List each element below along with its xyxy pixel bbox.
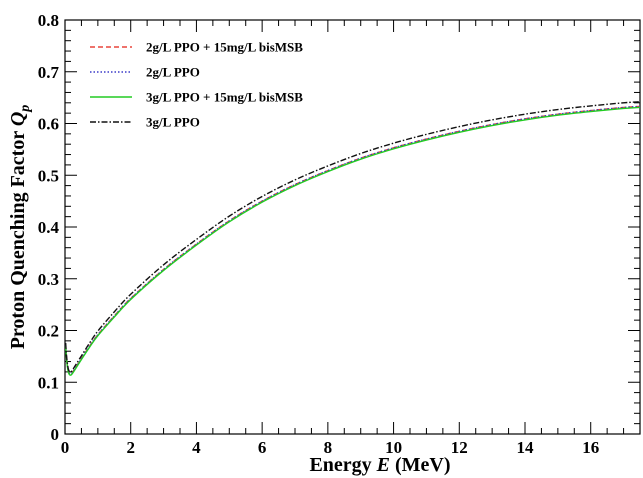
y-axis-variable: Q — [7, 112, 29, 126]
plot-frame — [64, 19, 641, 435]
legend: 2g/L PPO + 15mg/L bisMSB 2g/L PPO 3g/L PPO… — [90, 40, 303, 130]
x-tick-label: 6 — [258, 438, 267, 457]
x-tick-label: 0 — [61, 438, 70, 457]
x-tick-label: 12 — [451, 438, 468, 457]
legend-label-3: 3g/L PPO + 15mg/L bisMSB — [146, 90, 303, 105]
series-line-3 — [64, 106, 641, 376]
x-tick-label: 16 — [582, 438, 599, 457]
legend-label-2: 2g/L PPO — [146, 65, 200, 80]
y-tick-label: 0.5 — [38, 166, 59, 185]
y-axis-title: Proton Quenching Factor Qp — [7, 105, 33, 350]
y-tick-label: 0.7 — [38, 63, 60, 82]
y-tick-label: 0.1 — [38, 373, 59, 392]
x-tick-label: 2 — [126, 438, 135, 457]
ticks: 0 2 4 6 8 10 12 14 16 0 0.1 0.2 0.3 0.4 0.5 0.6 0.7 0.8 — [38, 11, 641, 457]
y-tick-label: 0.2 — [38, 322, 59, 341]
y-tick-label: 0.8 — [38, 11, 59, 30]
x-axis-title: Energy E (MeV) — [309, 454, 450, 476]
x-tick-label: 8 — [324, 438, 333, 457]
x-axis-variable: E — [376, 454, 390, 476]
y-tick-label: 0.6 — [38, 115, 59, 134]
legend-label-1: 2g/L PPO + 15mg/L bisMSB — [146, 40, 303, 55]
y-tick-label: 0 — [51, 425, 60, 444]
legend-label-4: 3g/L PPO — [146, 115, 200, 130]
x-axis-label: Energy — [309, 454, 371, 476]
series-line-2 — [64, 105, 641, 375]
y-axis-label: Proton Quenching Factor — [7, 131, 29, 350]
x-tick-label: 14 — [517, 438, 535, 457]
x-tick-label: 4 — [192, 438, 201, 457]
x-tick-label: 10 — [385, 438, 402, 457]
y-tick-label: 0.3 — [38, 270, 59, 289]
y-axis-subscript: p — [18, 105, 33, 113]
x-axis-unit: (MeV) — [395, 454, 451, 476]
series-line-4 — [64, 101, 641, 373]
series-line-1 — [64, 105, 641, 375]
y-tick-label: 0.4 — [38, 218, 60, 237]
series-layer — [64, 101, 641, 376]
